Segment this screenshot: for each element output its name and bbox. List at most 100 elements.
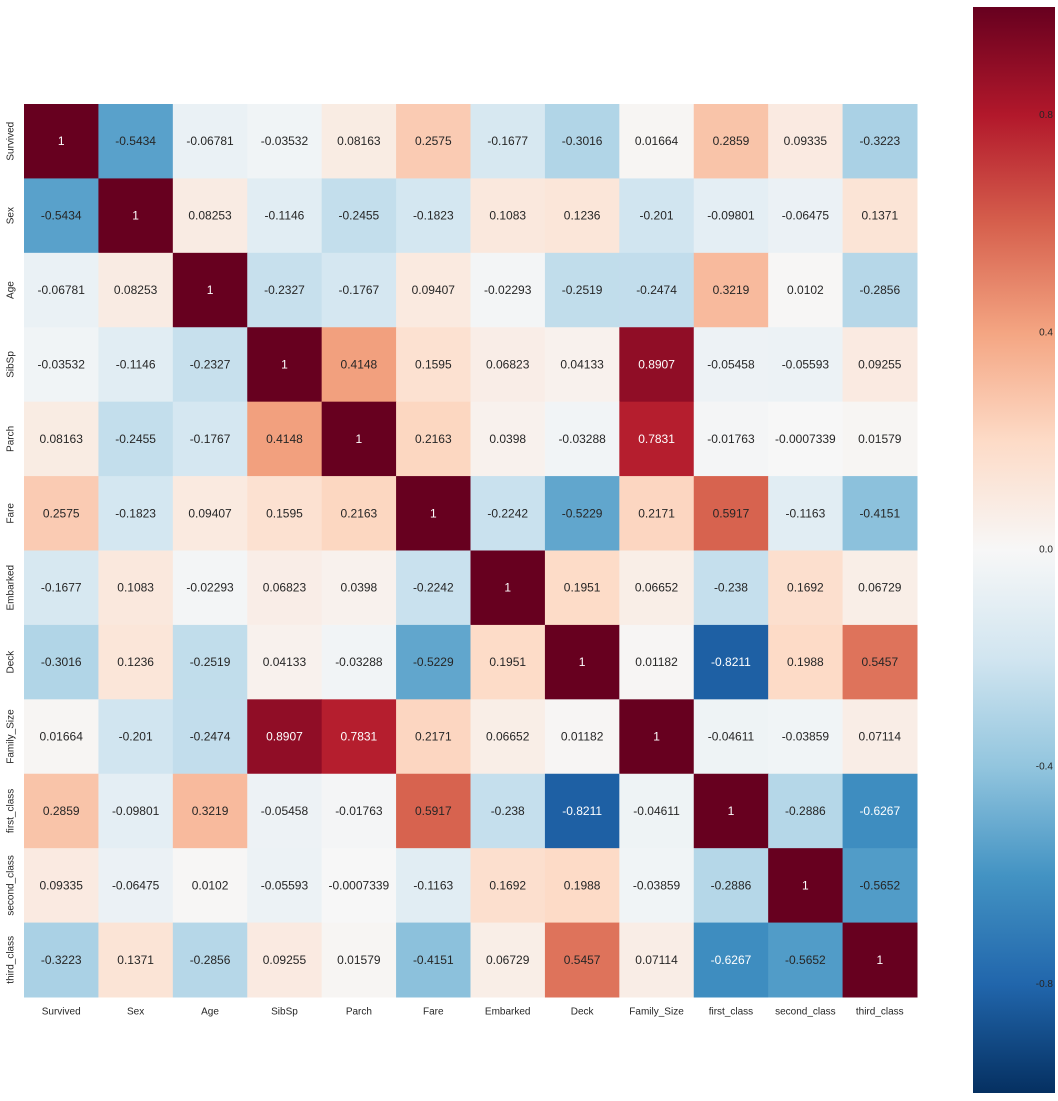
heatmap-cell-label: 0.0102 — [192, 878, 229, 892]
heatmap-cell-label: 0.01579 — [337, 953, 381, 967]
heatmap-cell — [396, 327, 471, 403]
heatmap-cell — [619, 699, 695, 775]
heatmap-cell — [842, 178, 918, 254]
heatmap-cell — [172, 773, 248, 849]
heatmap-cell-label: 0.5917 — [415, 804, 452, 818]
heatmap-cell-label: -0.201 — [640, 209, 674, 223]
heatmap-cell-label: -0.2455 — [115, 432, 156, 446]
heatmap-cell — [98, 104, 174, 179]
heatmap-cell — [768, 178, 844, 254]
heatmap-cell-label: -0.2327 — [190, 357, 231, 371]
heatmap-cell — [619, 550, 695, 626]
heatmap-cell-label: -0.2519 — [190, 655, 231, 669]
heatmap-cell — [24, 922, 99, 998]
heatmap-cell-label: 0.09335 — [40, 878, 84, 892]
heatmap-cell — [396, 178, 471, 254]
heatmap-cell-label: -0.3223 — [859, 134, 900, 148]
heatmap-cell-label: -0.5434 — [41, 209, 82, 223]
heatmap-cell-label: 0.3219 — [713, 283, 750, 297]
heatmap-cell — [693, 699, 769, 775]
heatmap-cell — [98, 178, 174, 254]
heatmap-cell-label: 0.09335 — [784, 134, 828, 148]
heatmap-cell — [172, 476, 248, 551]
heatmap-cell-label: -0.2856 — [859, 283, 900, 297]
heatmap-cell — [247, 773, 323, 849]
heatmap-cell — [693, 773, 769, 849]
heatmap-cell — [396, 104, 471, 179]
heatmap-cell-label: -0.1163 — [785, 506, 825, 520]
heatmap-cell-label: -0.3016 — [41, 655, 82, 669]
heatmap-cell-label: 0.08253 — [114, 283, 158, 297]
heatmap-cell-label: 0.1371 — [117, 953, 154, 967]
heatmap-cell — [24, 104, 99, 179]
heatmap-cell — [247, 252, 323, 328]
heatmap-cell-label: -0.05458 — [261, 804, 309, 818]
heatmap-cell-label: 1 — [876, 953, 883, 967]
x-tick-label: Survived — [42, 1007, 81, 1018]
heatmap-cell — [768, 550, 844, 626]
x-tick-label: SibSp — [271, 1007, 298, 1018]
heatmap-cell-label: 0.09255 — [858, 357, 902, 371]
heatmap-cell — [24, 476, 99, 551]
heatmap-cell-label: -0.09801 — [112, 804, 160, 818]
heatmap-cell-label: -0.02293 — [484, 283, 532, 297]
heatmap-cell-label: -0.01763 — [707, 432, 755, 446]
heatmap-cell — [396, 476, 471, 551]
heatmap-cell — [842, 401, 918, 477]
heatmap-cell-label: -0.0007339 — [329, 878, 390, 892]
heatmap-cell — [544, 476, 620, 551]
heatmap-cell-label: -0.238 — [714, 581, 748, 595]
heatmap-cell-label: -0.1677 — [487, 134, 528, 148]
heatmap-cell-label: -0.5652 — [785, 953, 826, 967]
x-tick-label: Fare — [423, 1007, 444, 1018]
x-tick-label: Family_Size — [629, 1007, 684, 1018]
heatmap-cell — [768, 327, 844, 403]
heatmap-cell-label: 0.7831 — [341, 730, 378, 744]
heatmap-cell — [172, 327, 248, 403]
heatmap-cell — [24, 699, 99, 775]
heatmap-cell — [24, 773, 99, 849]
x-tick-label: Sex — [127, 1007, 144, 1018]
heatmap-cell — [693, 327, 769, 403]
heatmap-cell — [172, 848, 248, 924]
heatmap-cell-label: -0.5652 — [859, 878, 900, 892]
heatmap-cell — [172, 104, 248, 179]
y-tick-label: Age — [6, 281, 17, 299]
heatmap-cell-label: -0.1767 — [339, 283, 380, 297]
heatmap-cell — [768, 401, 844, 477]
heatmap-cell-label: 0.09407 — [412, 283, 456, 297]
heatmap-cell — [470, 401, 546, 477]
heatmap-cell — [470, 476, 546, 551]
heatmap-cell-label: -0.1823 — [115, 506, 156, 520]
y-tick-label: Sex — [6, 207, 17, 224]
x-axis-tick-labels: Survived Sex Age SibSp Parch Fare Embarked Deck… — [42, 1007, 904, 1018]
heatmap-cell — [842, 848, 918, 924]
heatmap-cell — [544, 848, 620, 924]
heatmap-cell-label: 0.01664 — [40, 730, 84, 744]
heatmap-cell-label: 0.06652 — [635, 581, 679, 595]
heatmap-cell-label: 0.1988 — [564, 878, 601, 892]
heatmap-cell — [842, 699, 918, 775]
heatmap-cell — [544, 401, 620, 477]
heatmap-cell — [470, 550, 546, 626]
heatmap-cell-label: 0.2575 — [43, 506, 80, 520]
heatmap-cell-label: -0.2474 — [190, 730, 231, 744]
x-tick-label: Parch — [346, 1007, 372, 1018]
heatmap-cell — [470, 104, 546, 179]
colorbar-tick-label: -0.4 — [1036, 762, 1054, 773]
heatmap-cell — [396, 848, 471, 924]
heatmap-cell — [396, 252, 471, 328]
heatmap-cell — [396, 550, 471, 626]
heatmap-cell — [24, 848, 99, 924]
heatmap-cell — [247, 848, 323, 924]
heatmap-cell — [470, 178, 546, 254]
heatmap-cell — [768, 848, 844, 924]
heatmap-cell-label: 0.3219 — [192, 804, 229, 818]
heatmap-cell-label: 0.07114 — [635, 953, 678, 967]
heatmap-cell — [24, 624, 99, 700]
heatmap-cell — [619, 327, 695, 403]
heatmap-cell — [842, 624, 918, 700]
heatmap-cell — [470, 773, 546, 849]
heatmap-cell-label: -0.5434 — [115, 134, 156, 148]
